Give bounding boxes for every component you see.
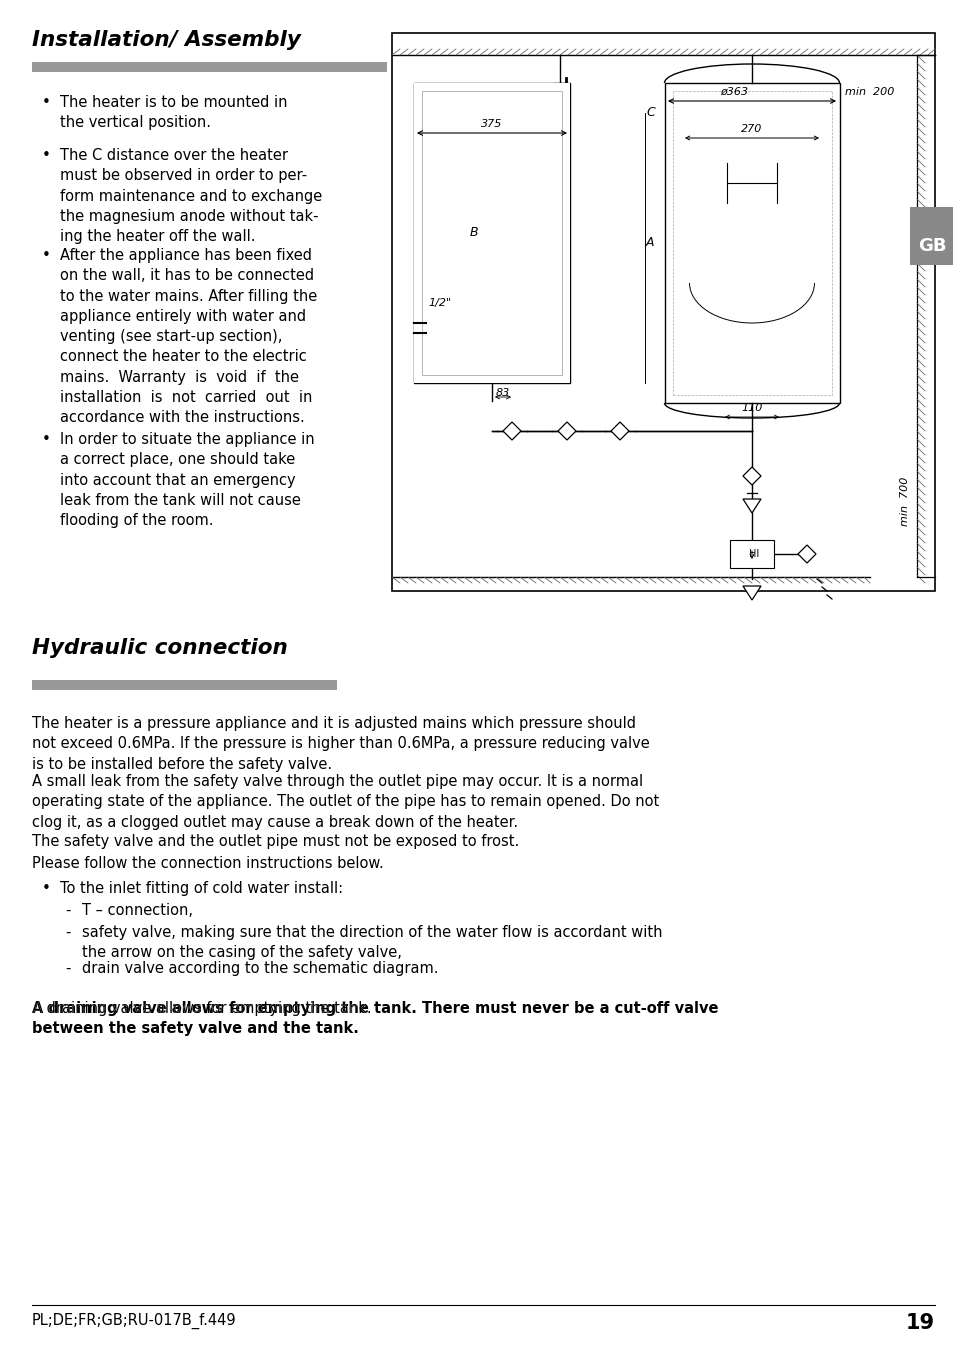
Text: B: B xyxy=(469,226,477,239)
Polygon shape xyxy=(742,499,760,512)
Text: A draining valve allows for emptying the tank.: A draining valve allows for emptying the… xyxy=(32,1001,375,1015)
Polygon shape xyxy=(742,467,760,486)
Bar xyxy=(664,83,840,404)
Text: T – connection,: T – connection, xyxy=(82,902,193,919)
Bar xyxy=(414,83,569,383)
Text: 19: 19 xyxy=(905,1313,934,1333)
Bar xyxy=(32,681,336,690)
Text: C: C xyxy=(645,106,655,120)
Text: 110: 110 xyxy=(740,404,761,413)
Text: Installation/ Assembly: Installation/ Assembly xyxy=(32,30,300,50)
Text: -: - xyxy=(65,925,71,940)
Bar xyxy=(672,91,831,395)
Text: •: • xyxy=(42,432,51,447)
Polygon shape xyxy=(610,422,628,440)
Text: 375: 375 xyxy=(481,118,502,129)
Text: safety valve, making sure that the direction of the water flow is accordant with: safety valve, making sure that the direc… xyxy=(82,925,661,960)
Bar xyxy=(32,62,387,73)
Text: ø363: ø363 xyxy=(720,87,747,97)
Bar xyxy=(421,91,561,375)
Bar xyxy=(909,207,953,265)
Text: •: • xyxy=(42,148,51,163)
FancyBboxPatch shape xyxy=(414,83,569,383)
Text: 270: 270 xyxy=(740,124,761,134)
Text: -: - xyxy=(65,960,71,976)
Text: A small leak from the safety valve through the outlet pipe may occur. It is a no: A small leak from the safety valve throu… xyxy=(32,773,659,830)
Text: GB: GB xyxy=(917,237,945,256)
Text: A draining valve allows for emptying the tank.: A draining valve allows for emptying the… xyxy=(32,1001,375,1015)
Text: After the appliance has been fixed
on the wall, it has to be connected
to the wa: After the appliance has been fixed on th… xyxy=(60,247,317,425)
Text: The heater is to be mounted in
the vertical position.: The heater is to be mounted in the verti… xyxy=(60,95,287,130)
Text: The safety valve and the outlet pipe must not be exposed to frost.: The safety valve and the outlet pipe mus… xyxy=(32,834,518,849)
Text: min  700: min 700 xyxy=(899,476,909,526)
Polygon shape xyxy=(502,422,520,440)
Text: The heater is a pressure appliance and it is adjusted mains which pressure shoul: The heater is a pressure appliance and i… xyxy=(32,716,649,772)
Text: HI: HI xyxy=(748,549,759,560)
Text: A draining valve allows for emptying the tank. There must never be a cut-off val: A draining valve allows for emptying the… xyxy=(32,1001,718,1036)
Text: In order to situate the appliance in
a correct place, one should take
into accou: In order to situate the appliance in a c… xyxy=(60,432,314,529)
Text: min  200: min 200 xyxy=(844,87,893,97)
Bar xyxy=(392,34,934,590)
Text: 83: 83 xyxy=(496,387,510,398)
Polygon shape xyxy=(558,422,576,440)
Text: drain valve according to the schematic diagram.: drain valve according to the schematic d… xyxy=(82,960,438,976)
Polygon shape xyxy=(742,586,760,600)
Text: Please follow the connection instructions below.: Please follow the connection instruction… xyxy=(32,855,383,872)
Text: -: - xyxy=(65,902,71,919)
Text: •: • xyxy=(42,881,51,896)
Text: Hydraulic connection: Hydraulic connection xyxy=(32,638,288,658)
Text: The C distance over the heater
must be observed in order to per-
form maintenanc: The C distance over the heater must be o… xyxy=(60,148,322,245)
Bar xyxy=(729,539,773,568)
Text: To the inlet fitting of cold water install:: To the inlet fitting of cold water insta… xyxy=(60,881,343,896)
Text: •: • xyxy=(42,95,51,110)
Text: 1/2": 1/2" xyxy=(428,299,451,308)
Text: A: A xyxy=(645,237,654,250)
Text: PL;DE;FR;GB;RU-017B_f.449: PL;DE;FR;GB;RU-017B_f.449 xyxy=(32,1313,236,1329)
Text: •: • xyxy=(42,247,51,264)
Polygon shape xyxy=(797,545,815,564)
